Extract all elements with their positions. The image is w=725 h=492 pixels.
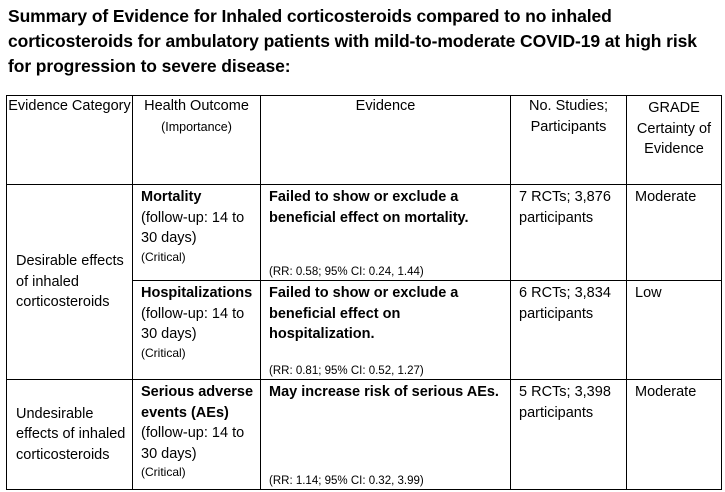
- evidence-summary: Failed to show or exclude a beneficial e…: [269, 189, 469, 226]
- evidence-table: Evidence Category Health Outcome (Import…: [6, 95, 722, 490]
- evidence-ci: (RR: 1.14; 95% CI: 0.32, 3.99): [269, 475, 424, 487]
- table-row: Undesirable effects of inhaled corticost…: [6, 379, 722, 490]
- category-cell-desirable: Desirable effects of inhaled corticoster…: [6, 184, 133, 380]
- evidence-summary: May increase risk of serious AEs.: [269, 384, 499, 400]
- studies-cell: 6 RCTs; 3,834 participants: [510, 280, 627, 380]
- grade-cell: Low: [626, 280, 722, 380]
- outcome-cell: Mortality (follow-up: 14 to 30 days) (Cr…: [132, 184, 261, 281]
- page-title: Summary of Evidence for Inhaled corticos…: [8, 6, 697, 76]
- grade-cell: Moderate: [626, 184, 722, 281]
- table-row: Desirable effects of inhaled corticoster…: [6, 184, 722, 380]
- outcome-importance: (Critical): [141, 249, 186, 264]
- evidence-ci: (RR: 0.81; 95% CI: 0.52, 1.27): [269, 365, 424, 377]
- outcome-importance: (Critical): [141, 465, 186, 479]
- header-grade: GRADE Certainty of Evidence: [626, 95, 722, 185]
- outcome-followup: (follow-up: 14 to 30 days): [141, 209, 245, 247]
- outcome-name: Hospitalizations: [141, 285, 253, 301]
- outcome-importance: (Critical): [141, 345, 186, 360]
- category-cell-undesirable: Undesirable effects of inhaled corticost…: [6, 379, 133, 490]
- evidence-cell: Failed to show or exclude a beneficial e…: [260, 280, 511, 380]
- outcome-cell: Serious adverse events (AEs) (follow-up:…: [132, 379, 261, 490]
- studies-cell: 5 RCTs; 3,398 participants: [510, 379, 627, 490]
- evidence-ci: (RR: 0.58; 95% CI: 0.24, 1.44): [269, 266, 424, 278]
- outcome-followup: (follow-up: 14 to 30 days): [141, 305, 245, 343]
- header-studies: No. Studies; Participants: [510, 95, 627, 185]
- outcome-cell: Hospitalizations (follow-up: 14 to 30 da…: [132, 280, 261, 380]
- evidence-cell: Failed to show or exclude a beneficial e…: [260, 184, 511, 281]
- outcome-followup: (follow-up: 14 to 30 days): [141, 425, 245, 462]
- header-importance-label: (Importance): [161, 119, 232, 134]
- evidence-cell: May increase risk of serious AEs. (RR: 1…: [260, 379, 511, 490]
- outcome-name: Mortality: [141, 189, 202, 205]
- header-evidence: Evidence: [260, 95, 511, 185]
- evidence-summary: Failed to show or exclude a beneficial e…: [269, 285, 459, 342]
- outcome-name: Serious adverse events (AEs): [141, 384, 254, 421]
- table-header-row: Evidence Category Health Outcome (Import…: [6, 95, 722, 185]
- header-evidence-category: Evidence Category: [6, 95, 133, 185]
- grade-cell: Moderate: [626, 379, 722, 490]
- studies-cell: 7 RCTs; 3,876 participants: [510, 184, 627, 281]
- header-health-outcome-label: Health Outcome: [144, 98, 249, 114]
- header-health-outcome: Health Outcome (Importance): [132, 95, 261, 185]
